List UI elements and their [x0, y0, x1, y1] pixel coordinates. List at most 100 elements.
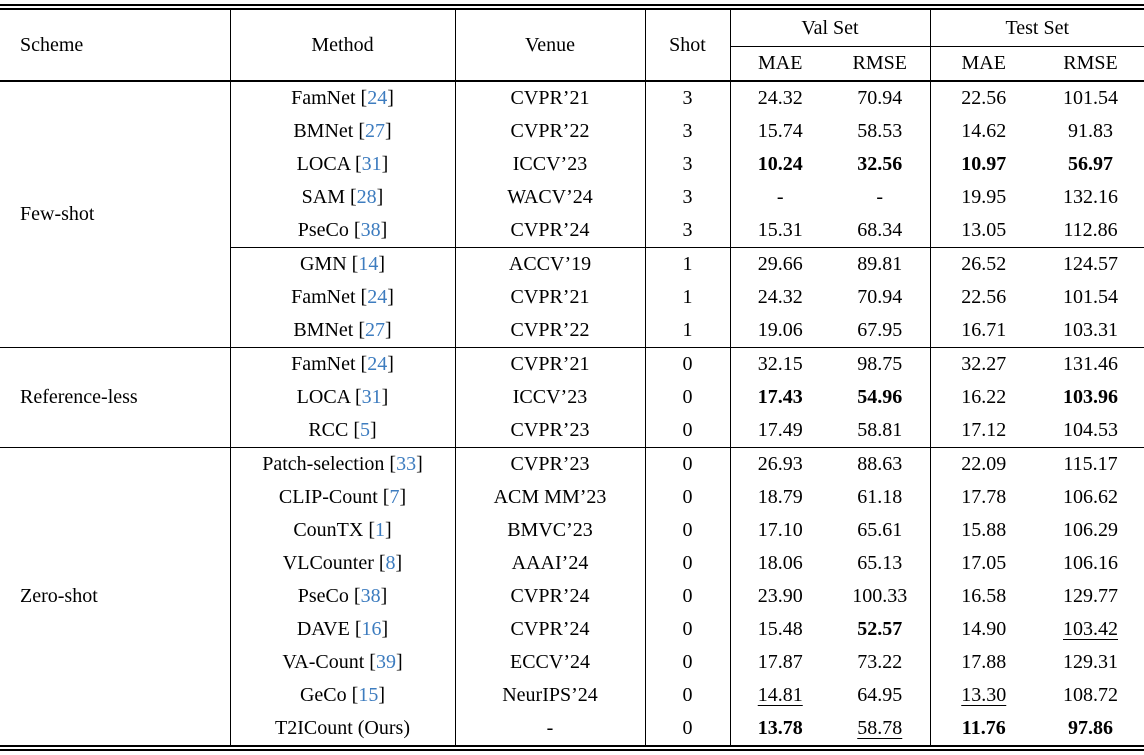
- column-header-val-mae: MAE: [758, 52, 803, 74]
- column-header-test-rmse: RMSE: [1063, 52, 1118, 74]
- venue-cell: CVPR’21: [455, 347, 646, 381]
- column-header-test-mae: MAE: [961, 52, 1006, 74]
- shot-cell: 3: [645, 148, 731, 181]
- val-mae-cell: 14.81: [757, 684, 803, 706]
- val-mae-cell: 26.93: [730, 447, 830, 481]
- val-rmse-cell: 89.81: [830, 247, 931, 281]
- citation-link[interactable]: 39: [375, 651, 396, 673]
- val-mae-cell: 17.43: [757, 386, 803, 408]
- method-cell: CLIP-Count [7]: [230, 481, 456, 514]
- val-rmse-cell: 67.95: [830, 314, 931, 348]
- shot-cell: 0: [645, 547, 731, 580]
- test-mae-cell: 19.95: [961, 186, 1007, 208]
- test-rmse-cell: 103.31: [1063, 319, 1118, 341]
- column-header-val-rmse: RMSE: [830, 46, 931, 81]
- shot-cell: 1: [645, 247, 731, 281]
- shot-cell: 0: [645, 646, 731, 679]
- test-rmse-cell: 56.97: [1068, 153, 1113, 175]
- test-mae-cell: 13.05: [961, 219, 1007, 241]
- method-name: DAVE: [296, 618, 350, 640]
- method-name: CounTX: [293, 519, 364, 541]
- method-name: GeCo: [299, 684, 347, 706]
- citation-link[interactable]: 15: [358, 684, 379, 706]
- citation-link[interactable]: 27: [365, 120, 385, 142]
- test-rmse-cell: 103.42: [1063, 618, 1118, 640]
- venue-cell: -: [455, 712, 646, 745]
- method-name: VLCounter: [282, 552, 374, 574]
- val-mae-cell: 17.87: [757, 651, 803, 673]
- citation-link[interactable]: 38: [360, 585, 381, 607]
- benchmark-comparison-table: Scheme Method Venue Shot Val Set Test Se…: [0, 10, 1144, 745]
- header-row-groups: Scheme Method Venue Shot Val Set Test Se…: [0, 10, 1144, 81]
- citation-link[interactable]: 7: [389, 486, 400, 508]
- table-row: DAVE [16] CVPR’24 0 15.48 52.57 14.90 103.42: [0, 613, 1144, 646]
- method-name: RCC: [308, 419, 349, 441]
- column-header-venue: Venue: [455, 10, 646, 81]
- venue-cell: ICCV’23: [455, 381, 646, 414]
- column-header-method: Method: [230, 10, 456, 81]
- shot-cell: 3: [645, 181, 731, 214]
- citation-link[interactable]: 24: [367, 87, 388, 109]
- venue-cell: AAAI’24: [455, 547, 646, 580]
- citation-link[interactable]: 24: [367, 286, 388, 308]
- method-cell: RCC [5]: [230, 414, 456, 448]
- table-row: VA-Count [39] ECCV’24 0 17.87 73.22 17.88 129.…: [0, 646, 1144, 679]
- shot-cell: 0: [645, 580, 731, 613]
- venue-cell: CVPR’21: [455, 281, 646, 314]
- table-row: RCC [5] CVPR’23 0 17.49 58.81 17.12 104.53: [0, 414, 1144, 448]
- citation-link[interactable]: 28: [356, 186, 377, 208]
- citation-link[interactable]: 31: [361, 153, 382, 175]
- shot-cell: 0: [645, 414, 731, 448]
- citation-link[interactable]: 1: [375, 519, 385, 541]
- test-mae-cell: 17.78: [961, 486, 1007, 508]
- table-row: Reference-less FamNet [24] CVPR’21 0 32.15 98…: [0, 347, 1144, 448]
- test-mae-cell: 16.58: [961, 585, 1007, 607]
- citation-link[interactable]: 16: [361, 618, 382, 640]
- table-row: GMN [14] ACCV’19 1 29.66 89.81 26.52 124.57: [0, 247, 1144, 281]
- val-mae-cell: 23.90: [757, 585, 803, 607]
- citation-link[interactable]: 5: [360, 419, 371, 441]
- shot-cell: 1: [645, 281, 731, 314]
- val-rmse-cell: 88.63: [830, 447, 931, 481]
- venue-cell: CVPR’24: [455, 214, 646, 248]
- citation-link[interactable]: 31: [361, 386, 382, 408]
- venue-cell: CVPR’23: [455, 414, 646, 448]
- method-cell: FamNet [24]: [230, 81, 456, 115]
- citation-link[interactable]: 33: [396, 453, 417, 475]
- test-mae-cell: 17.05: [961, 552, 1007, 574]
- val-rmse-cell: -: [830, 181, 931, 214]
- venue-cell: ACM MM’23: [455, 481, 646, 514]
- test-rmse-cell: 101.54: [1063, 286, 1118, 308]
- val-mae-cell: 18.79: [757, 486, 803, 508]
- citation-link[interactable]: 8: [385, 552, 396, 574]
- venue-cell: CVPR’22: [455, 115, 646, 148]
- test-mae-cell: 26.52: [930, 247, 1037, 281]
- test-rmse-cell: 108.72: [1063, 684, 1118, 706]
- method-cell: GMN [14]: [230, 247, 456, 281]
- val-rmse-cell: 70.94: [830, 81, 931, 115]
- method-name: PseCo: [297, 585, 349, 607]
- table-row: PseCo [38] CVPR’24 0 23.90 100.33 16.58 129.77: [0, 580, 1144, 613]
- citation-link[interactable]: 38: [360, 219, 381, 241]
- citation-link[interactable]: 24: [367, 353, 388, 375]
- table-row: FamNet [24] CVPR’21 1 24.32 70.94 22.56 101.54: [0, 281, 1144, 314]
- citation-link[interactable]: 27: [365, 319, 385, 341]
- val-mae-cell: 19.06: [757, 319, 803, 341]
- method-name: FamNet: [291, 87, 356, 109]
- venue-cell: CVPR’24: [455, 580, 646, 613]
- shot-cell: 0: [645, 613, 731, 646]
- val-rmse-cell: 65.61: [830, 514, 931, 547]
- test-mae-cell: 22.09: [930, 447, 1037, 481]
- test-rmse-cell: 106.62: [1063, 486, 1118, 508]
- venue-cell: BMVC’23: [455, 514, 646, 547]
- val-mae-cell: -: [776, 186, 784, 208]
- venue-cell: CVPR’21: [455, 81, 646, 115]
- val-mae-cell: 24.32: [757, 87, 803, 109]
- citation-link[interactable]: 14: [358, 253, 379, 275]
- test-rmse-cell: 112.86: [1063, 219, 1118, 241]
- val-rmse-cell: 68.34: [830, 214, 931, 248]
- table-row: Few-shot FamNet [24] CVPR’21 3 24.32 70.94 22.…: [0, 81, 1144, 348]
- test-rmse-cell: 104.53: [1063, 419, 1118, 441]
- shot-cell: 0: [645, 481, 731, 514]
- venue-cell: CVPR’24: [455, 613, 646, 646]
